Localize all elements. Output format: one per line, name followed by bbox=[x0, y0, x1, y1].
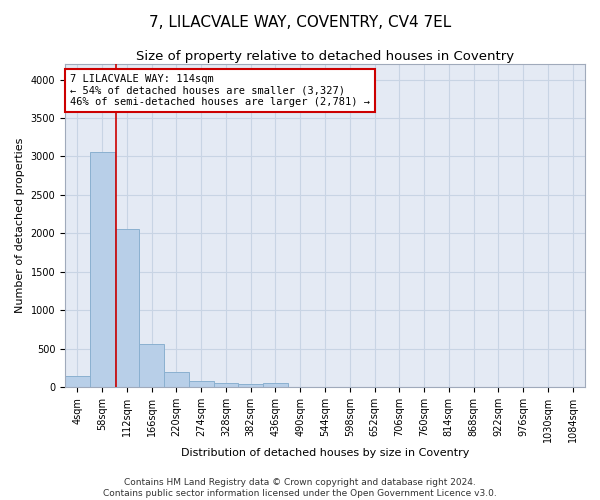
Bar bbox=[65, 376, 90, 387]
Bar bbox=[139, 344, 164, 387]
Bar bbox=[90, 152, 115, 387]
Text: 7, LILACVALE WAY, COVENTRY, CV4 7EL: 7, LILACVALE WAY, COVENTRY, CV4 7EL bbox=[149, 15, 451, 30]
X-axis label: Distribution of detached houses by size in Coventry: Distribution of detached houses by size … bbox=[181, 448, 469, 458]
Bar bbox=[115, 228, 139, 387]
Bar bbox=[214, 382, 238, 387]
Bar bbox=[238, 384, 263, 387]
Bar bbox=[164, 372, 189, 387]
Text: 7 LILACVALE WAY: 114sqm
← 54% of detached houses are smaller (3,327)
46% of semi: 7 LILACVALE WAY: 114sqm ← 54% of detache… bbox=[70, 74, 370, 107]
Y-axis label: Number of detached properties: Number of detached properties bbox=[15, 138, 25, 314]
Bar bbox=[263, 383, 288, 387]
Title: Size of property relative to detached houses in Coventry: Size of property relative to detached ho… bbox=[136, 50, 514, 63]
Text: Contains HM Land Registry data © Crown copyright and database right 2024.
Contai: Contains HM Land Registry data © Crown c… bbox=[103, 478, 497, 498]
Bar bbox=[189, 381, 214, 387]
